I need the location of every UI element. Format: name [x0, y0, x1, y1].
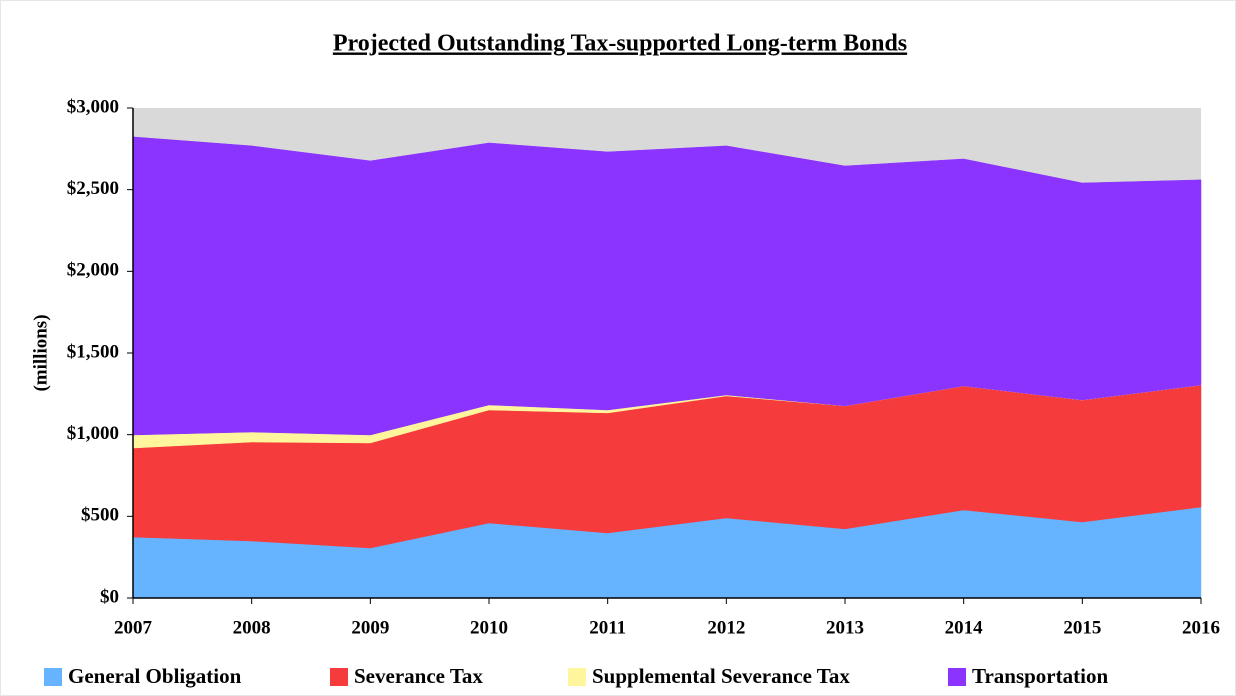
x-tick-label: 2012 [707, 617, 745, 638]
x-tick-label: 2016 [1182, 617, 1220, 638]
x-tick-label: 2015 [1063, 617, 1101, 638]
chart-title: Projected Outstanding Tax-supported Long… [333, 31, 907, 57]
x-tick-label: 2013 [826, 617, 864, 638]
y-tick-label: $1,000 [67, 423, 119, 444]
legend-label: Severance Tax [354, 664, 483, 688]
legend-swatch [330, 668, 348, 686]
x-tick-label: 2009 [351, 617, 389, 638]
y-tick-label: $2,500 [67, 178, 119, 199]
legend-swatch [568, 668, 586, 686]
y-tick-label: $3,000 [67, 96, 119, 117]
area [132, 136, 1202, 436]
legend-swatch [948, 668, 966, 686]
legend-label: General Obligation [68, 664, 242, 688]
legend-label: Transportation [972, 664, 1108, 688]
y-tick-label: $1,500 [67, 341, 119, 362]
legend-swatch [44, 668, 62, 686]
x-tick-label: 2010 [470, 617, 508, 638]
y-tick-label: $500 [81, 505, 119, 526]
y-tick-label: $2,000 [67, 260, 119, 281]
legend-label: Supplemental Severance Tax [592, 664, 850, 688]
y-tick-label: $0 [100, 586, 119, 607]
y-axis-label: (millions) [30, 314, 51, 391]
x-tick-label: 2007 [114, 617, 153, 638]
x-tick-label: 2008 [233, 617, 271, 638]
x-tick-label: 2014 [945, 617, 984, 638]
x-tick-label: 2011 [589, 617, 626, 638]
